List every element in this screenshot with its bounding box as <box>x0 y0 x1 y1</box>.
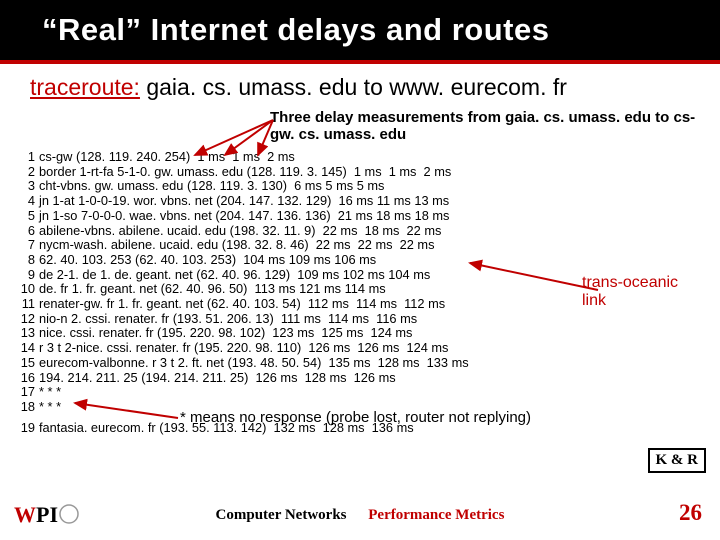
traceroute-line: 1cs-gw (128. 119. 240. 254) 1 ms 1 ms 2 … <box>15 150 469 165</box>
traceroute-line: 10de. fr 1. fr. geant. net (62. 40. 96. … <box>15 282 469 297</box>
traceroute-line: 6abilene-vbns. abilene. ucaid. edu (198.… <box>15 224 469 239</box>
traceroute-line: 15eurecom-valbonne. r 3 t 2. ft. net (19… <box>15 356 469 371</box>
traceroute-line: 11renater-gw. fr 1. fr. geant. net (62. … <box>15 297 469 312</box>
traceroute-line: 862. 40. 103. 253 (62. 40. 103. 253) 104… <box>15 253 469 268</box>
footer-center: Computer Networks Performance Metrics <box>0 507 720 524</box>
slide-subtitle: traceroute: gaia. cs. umass. edu to www.… <box>30 74 720 101</box>
page-number: 26 <box>679 500 702 526</box>
traceroute-line: 5jn 1-so 7-0-0-0. wae. vbns. net (204. 1… <box>15 209 469 224</box>
traceroute-line: 12nio-n 2. cssi. renater. fr (193. 51. 2… <box>15 312 469 327</box>
traceroute-line: 4jn 1-at 1-0-0-19. wor. vbns. net (204. … <box>15 194 469 209</box>
traceroute-line: 9de 2-1. de 1. de. geant. net (62. 40. 9… <box>15 268 469 283</box>
footer: W PI Computer Networks Performance Metri… <box>0 494 720 532</box>
traceroute-line: 16194. 214. 211. 25 (194. 214. 211. 25) … <box>15 371 469 386</box>
slide: “Real” Internet delays and routes tracer… <box>0 0 720 540</box>
traceroute-line: 3cht-vbns. gw. umass. edu (128. 119. 3. … <box>15 179 469 194</box>
traceroute-output: 1cs-gw (128. 119. 240. 254) 1 ms 1 ms 2 … <box>15 150 469 435</box>
title-bar: “Real” Internet delays and routes <box>0 0 720 64</box>
slide-title: “Real” Internet delays and routes <box>42 12 549 48</box>
traceroute-line: 7nycm-wash. abilene. ucaid. edu (198. 32… <box>15 238 469 253</box>
traceroute-line: 14r 3 t 2-nice. cssi. renater. fr (195. … <box>15 341 469 356</box>
traceroute-path: gaia. cs. umass. edu to www. eurecom. fr <box>140 74 567 100</box>
footer-topic: Performance Metrics <box>368 507 504 523</box>
traceroute-line: 13nice. cssi. renater. fr (195. 220. 98.… <box>15 326 469 341</box>
kr-reference-box: K & R <box>648 448 707 473</box>
annotation-transoceanic: trans-oceanic link <box>582 274 702 311</box>
footer-course: Computer Networks <box>216 507 347 523</box>
traceroute-line: 17* * * <box>15 385 469 400</box>
traceroute-line: 18* * * <box>15 400 469 415</box>
traceroute-label: traceroute: <box>30 74 140 100</box>
traceroute-line: 2border 1-rt-fa 5-1-0. gw. umass. edu (1… <box>15 165 469 180</box>
traceroute-line: 19fantasia. eurecom. fr (193. 55. 113. 1… <box>15 421 469 436</box>
annotation-three-delays: Three delay measurements from gaia. cs. … <box>270 109 700 144</box>
